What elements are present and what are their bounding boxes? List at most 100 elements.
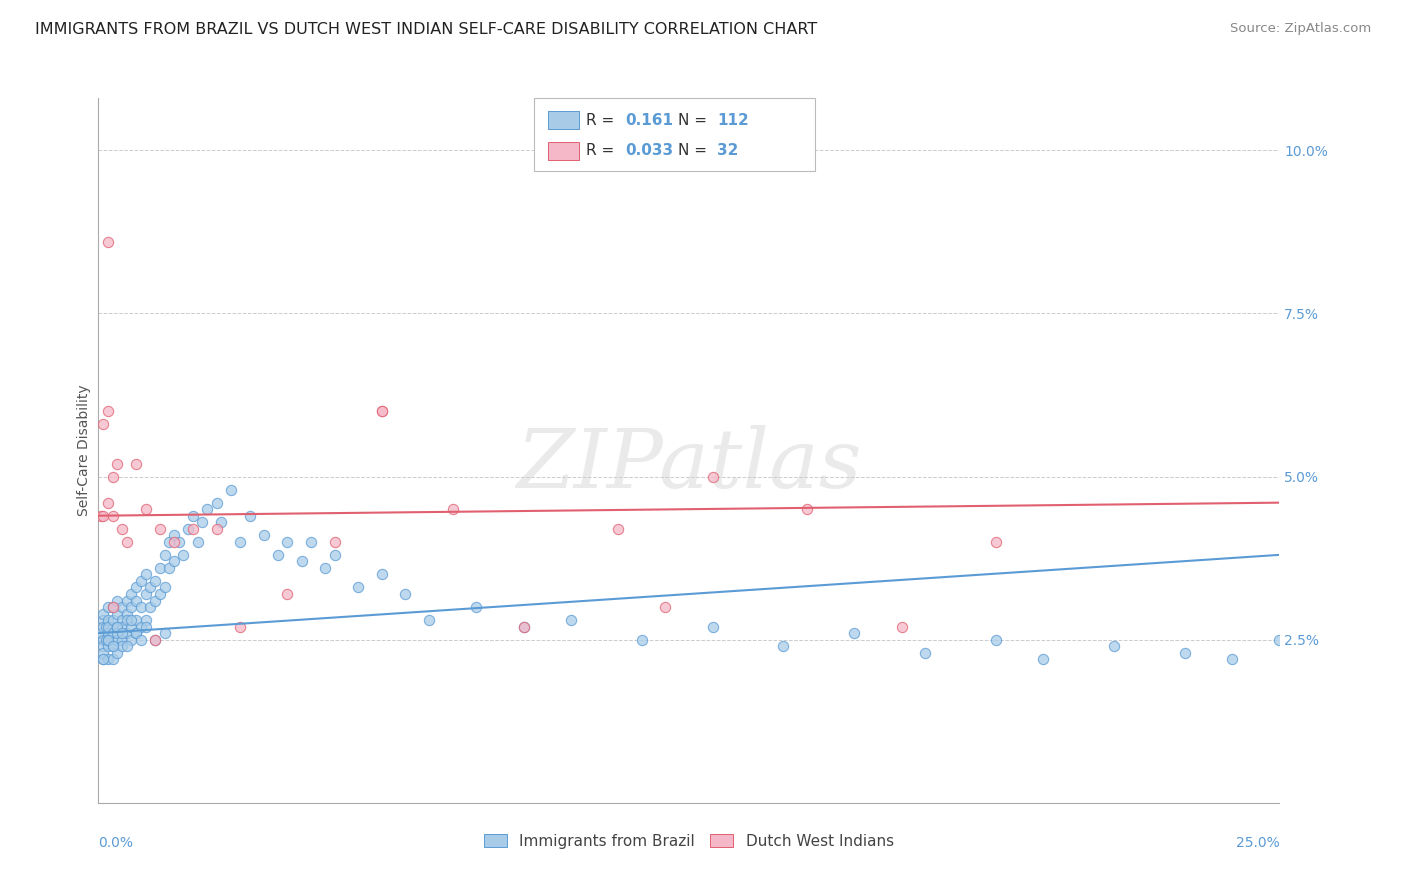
Point	[276, 587, 298, 601]
Point	[90, 626, 112, 640]
Point	[630, 632, 652, 647]
Point	[135, 587, 157, 601]
Point	[441, 502, 464, 516]
Point	[121, 619, 143, 633]
Point	[125, 626, 148, 640]
Point	[115, 534, 138, 549]
Point	[97, 619, 120, 633]
Point	[105, 646, 128, 660]
Point	[105, 619, 128, 633]
Point	[796, 502, 818, 516]
Point	[97, 652, 120, 666]
Point	[97, 496, 120, 510]
Point	[177, 522, 200, 536]
Point	[101, 639, 124, 653]
Point	[91, 639, 114, 653]
Point	[253, 528, 276, 542]
Point	[167, 534, 190, 549]
Point	[512, 619, 534, 633]
Point	[97, 613, 120, 627]
Point	[111, 600, 134, 615]
Point	[125, 457, 148, 471]
Point	[890, 619, 912, 633]
Point	[153, 581, 176, 595]
Point	[187, 534, 209, 549]
Point	[139, 600, 162, 615]
Point	[121, 632, 143, 647]
Point	[105, 619, 128, 633]
Point	[149, 522, 172, 536]
Point	[111, 619, 134, 633]
Point	[91, 417, 114, 432]
Point	[91, 508, 114, 523]
Text: Source: ZipAtlas.com: Source: ZipAtlas.com	[1230, 22, 1371, 36]
Point	[290, 554, 312, 568]
Point	[153, 626, 176, 640]
Point	[91, 613, 114, 627]
Point	[205, 522, 228, 536]
Point	[914, 646, 936, 660]
Point	[323, 534, 346, 549]
Point	[984, 632, 1007, 647]
Point	[181, 508, 204, 523]
Text: 112: 112	[717, 112, 749, 128]
Point	[91, 607, 114, 621]
Point	[267, 548, 290, 562]
Point	[125, 626, 148, 640]
Point	[163, 534, 186, 549]
Point	[135, 613, 157, 627]
Point	[94, 619, 117, 633]
Point	[195, 502, 218, 516]
Text: 0.0%: 0.0%	[98, 836, 134, 850]
Point	[105, 632, 128, 647]
Point	[97, 235, 120, 249]
Point	[121, 613, 143, 627]
Point	[149, 561, 172, 575]
Point	[1174, 646, 1197, 660]
Point	[512, 619, 534, 633]
Point	[209, 515, 232, 529]
Point	[121, 600, 143, 615]
Point	[229, 619, 252, 633]
Point	[418, 613, 440, 627]
Point	[115, 593, 138, 607]
Point	[111, 632, 134, 647]
Point	[143, 632, 166, 647]
Point	[984, 534, 1007, 549]
Point	[347, 581, 370, 595]
Point	[97, 404, 120, 418]
Point	[394, 587, 416, 601]
Point	[101, 626, 124, 640]
Point	[465, 600, 488, 615]
Point	[129, 619, 152, 633]
Point	[101, 613, 124, 627]
Point	[219, 483, 242, 497]
Point	[129, 600, 152, 615]
Text: 32: 32	[717, 144, 738, 158]
Point	[153, 548, 176, 562]
Legend: Immigrants from Brazil, Dutch West Indians: Immigrants from Brazil, Dutch West India…	[478, 828, 900, 855]
Point	[105, 626, 128, 640]
Point	[101, 469, 124, 483]
Point	[101, 508, 124, 523]
Point	[135, 567, 157, 582]
Point	[163, 554, 186, 568]
Point	[157, 534, 180, 549]
Text: 0.161: 0.161	[626, 112, 673, 128]
Point	[129, 574, 152, 588]
Text: R =: R =	[586, 112, 620, 128]
Text: 25.0%: 25.0%	[1236, 836, 1279, 850]
Point	[121, 587, 143, 601]
Point	[1102, 639, 1125, 653]
Text: 0.033: 0.033	[626, 144, 673, 158]
Point	[105, 607, 128, 621]
Point	[181, 522, 204, 536]
Text: R =: R =	[586, 144, 620, 158]
Point	[111, 522, 134, 536]
Text: N =: N =	[678, 144, 711, 158]
Point	[111, 639, 134, 653]
Point	[139, 581, 162, 595]
Y-axis label: Self-Care Disability: Self-Care Disability	[77, 384, 91, 516]
Point	[143, 593, 166, 607]
Point	[191, 515, 214, 529]
